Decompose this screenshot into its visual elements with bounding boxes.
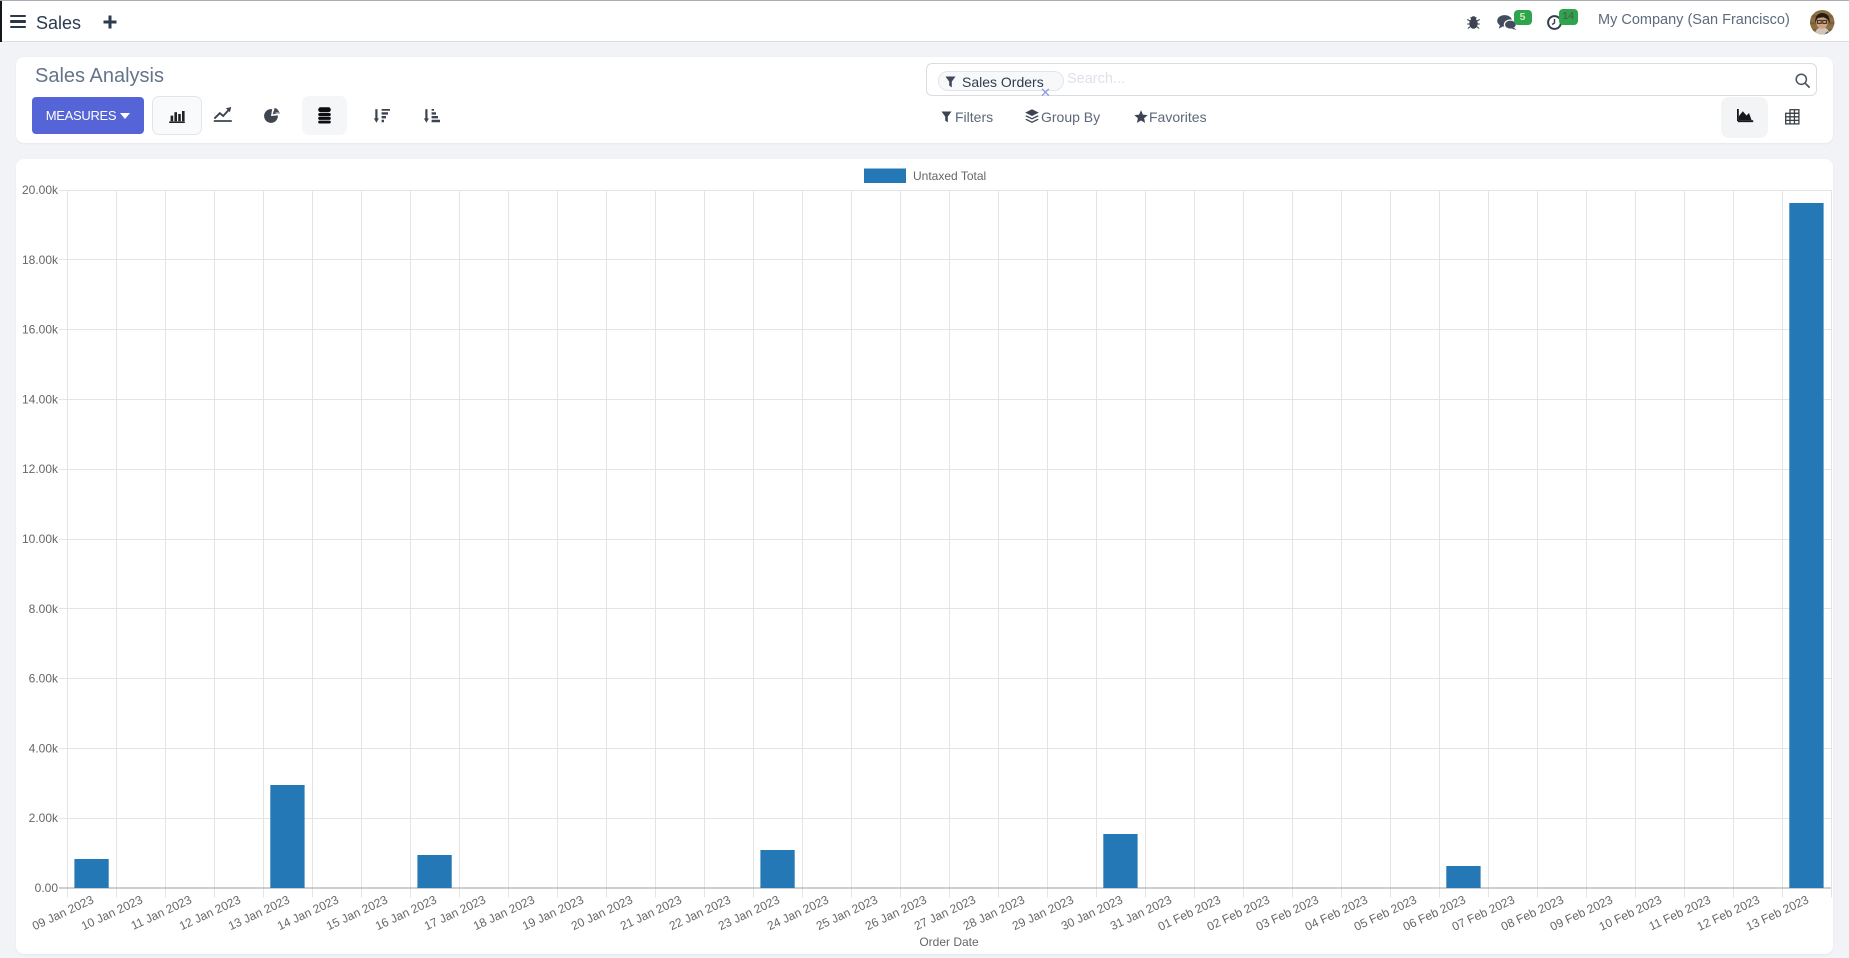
- svg-text:14.00k: 14.00k: [22, 392, 59, 406]
- svg-text:16.00k: 16.00k: [22, 323, 59, 337]
- svg-text:2.00k: 2.00k: [29, 811, 59, 825]
- svg-text:0.00: 0.00: [35, 881, 59, 895]
- svg-text:Untaxed Total: Untaxed Total: [913, 169, 986, 183]
- svg-text:8.00k: 8.00k: [29, 602, 59, 616]
- svg-text:10.00k: 10.00k: [22, 532, 59, 546]
- svg-text:Order Date: Order Date: [919, 935, 979, 949]
- svg-text:4.00k: 4.00k: [29, 741, 59, 755]
- svg-text:18.00k: 18.00k: [22, 253, 59, 267]
- svg-text:12.00k: 12.00k: [22, 462, 59, 476]
- svg-text:6.00k: 6.00k: [29, 672, 59, 686]
- svg-text:20.00k: 20.00k: [22, 183, 59, 197]
